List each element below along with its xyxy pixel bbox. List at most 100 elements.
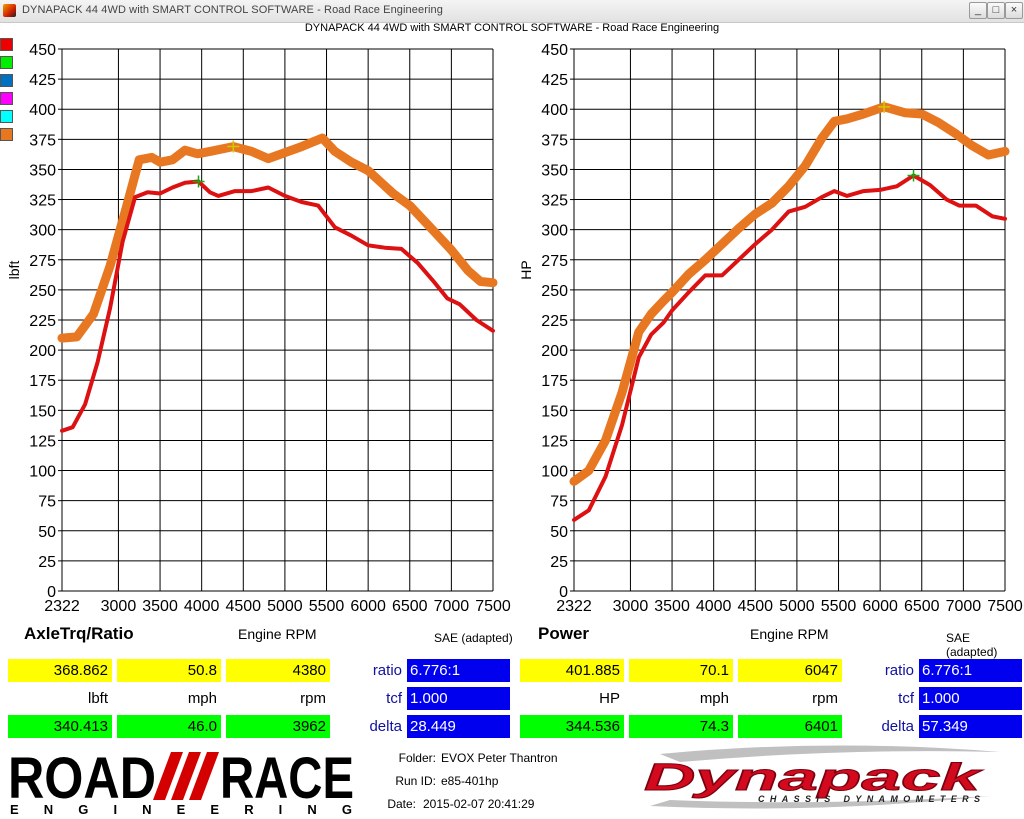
tcf-label: tcf [386,690,402,707]
y-tick-label: 350 [29,162,56,179]
x-tick-label: 7500 [987,598,1023,615]
series-color-swatch[interactable] [0,56,13,69]
y-tick-label: 200 [541,343,568,360]
delta-label: delta [881,718,914,735]
runid-label: Run ID: [395,774,436,788]
series-color-swatch[interactable] [0,38,13,51]
y-tick-label: 100 [29,464,56,481]
power-unit-label: HP [599,690,620,707]
series-line [57,133,498,343]
tcf-value: 1.000 [407,687,510,710]
y-tick-label: 250 [541,283,568,300]
logo-tagline: CHASSIS DYNAMOMETERS [758,794,980,804]
y-tick-label: 275 [29,253,56,270]
series-color-swatch[interactable] [0,74,13,87]
window-titlebar: DYNAPACK 44 4WD with SMART CONTROL SOFTW… [0,0,1024,23]
series-color-swatch[interactable] [0,110,13,123]
logo-stripe [171,752,201,800]
torque-panel-title: AxleTrq/Ratio [24,624,134,643]
y-tick-label: 50 [38,524,56,541]
series-color-swatch[interactable] [0,92,13,105]
y-tick-label: 125 [541,433,568,450]
date-value: 2015-02-07 20:41:29 [423,797,535,811]
x-tick-label: 3000 [613,598,649,615]
x-tick-label: 7500 [475,598,511,615]
speed-unit-label: mph [699,690,729,707]
maximize-button[interactable]: □ [987,2,1005,19]
y-tick-label: 175 [29,373,56,390]
rpm-unit-label: rpm [812,690,838,707]
folder-value: EVOX Peter Thantron [441,751,558,765]
series-line [572,173,1007,522]
close-button[interactable]: × [1005,2,1023,19]
x-tick-label: 5500 [309,598,345,615]
series-line [569,102,1010,486]
y-tick-label: 375 [29,132,56,149]
x-tick-label: 6000 [350,598,386,615]
logo-stripe [189,752,219,800]
y-tick-label: 175 [541,373,568,390]
y-tick-label: 200 [29,343,56,360]
y-tick-label: 125 [29,433,56,450]
minimize-button[interactable]: _ [969,2,987,19]
x-tick-label: 3000 [101,598,137,615]
folder-label: Folder: [398,751,436,765]
y-tick-label: 225 [29,313,56,330]
dynapack-logo: Dynapack CHASSIS DYNAMOMETERS [644,745,1000,809]
y-tick-label: 425 [29,72,56,89]
speed-unit-label: mph [187,690,217,707]
torque-x-axis-label: Engine RPM [238,626,317,642]
x-tick-label: 3500 [654,598,690,615]
power-chart: 0 25 50 75 100 125 150 175 200 225 250 275 300 325 350… [518,42,1023,615]
x-tick-label: 6500 [392,598,428,615]
torque-sae-note: SAE (adapted) [434,631,513,645]
torque-chart: 0 25 50 75 100 125 150 175 200 225 250 275 300 325 350… [6,42,511,615]
power-panel-title: Power [538,624,590,643]
logo-swoosh [650,796,990,809]
y-tick-label: 450 [541,42,568,59]
x-tick-label: 5000 [779,598,815,615]
date-label: Date: [387,797,416,811]
y-tick-label: 50 [550,524,568,541]
ratio-value: 6.776:1 [919,659,1022,682]
delta-value: 57.349 [919,715,1022,738]
series-color-swatch[interactable] [0,128,13,141]
y-tick-label: 400 [29,102,56,119]
torque-compare-rpm: 3962 [226,715,330,738]
ratio-value: 6.776:1 [407,659,510,682]
y-tick-label: 25 [38,554,56,571]
x-tick-label: 4500 [737,598,773,615]
x-tick-label: 6000 [862,598,898,615]
y-tick-label: 275 [541,253,568,270]
app-icon [3,4,16,17]
power-peak-speed: 70.1 [629,659,733,682]
y-tick-label: 75 [38,494,56,511]
y-axis-label: HP [518,260,534,279]
y-tick-label: 325 [541,193,568,210]
x-tick-label: 2322 [556,598,592,615]
x-tick-label: 4000 [696,598,732,615]
y-tick-label: 100 [541,464,568,481]
peak-marker [192,175,205,188]
tcf-value: 1.000 [919,687,1022,710]
y-tick-label: 400 [541,102,568,119]
x-tick-label: 6500 [904,598,940,615]
power-compare-rpm: 6401 [738,715,842,738]
x-tick-label: 2322 [44,598,80,615]
y-tick-label: 0 [47,584,56,601]
x-tick-label: 4000 [184,598,220,615]
power-peak-rpm: 6047 [738,659,842,682]
series-line [60,179,495,433]
x-tick-label: 5000 [267,598,303,615]
y-tick-label: 75 [550,494,568,511]
logo-race-text: RACE [220,746,354,811]
peak-marker [227,140,240,153]
ratio-label: ratio [884,662,914,679]
logo-road-text: ROAD [8,746,156,811]
runid-value: e85-401hp [441,774,499,788]
peak-marker [907,169,920,182]
delta-value: 28.449 [407,715,510,738]
y-tick-label: 25 [550,554,568,571]
power-x-axis-label: Engine RPM [750,626,829,642]
tcf-label: tcf [898,690,914,707]
